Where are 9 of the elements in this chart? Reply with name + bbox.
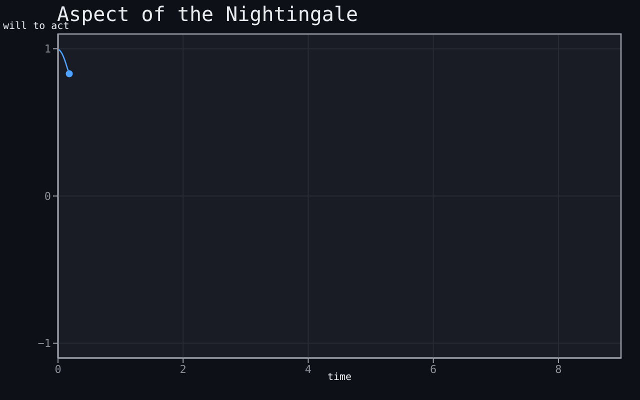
x-tick-label: 4 <box>304 362 312 376</box>
x-tick-label: 6 <box>430 362 437 376</box>
y-tick-label: 1 <box>44 42 51 56</box>
x-tick-label: 2 <box>180 362 186 376</box>
x-axis-title: time <box>327 372 352 384</box>
y-tick-label: 0 <box>44 190 51 203</box>
y-tick-label: −1 <box>38 337 51 350</box>
x-tick-label: 0 <box>54 362 62 376</box>
x-tick-label: 8 <box>555 362 562 376</box>
